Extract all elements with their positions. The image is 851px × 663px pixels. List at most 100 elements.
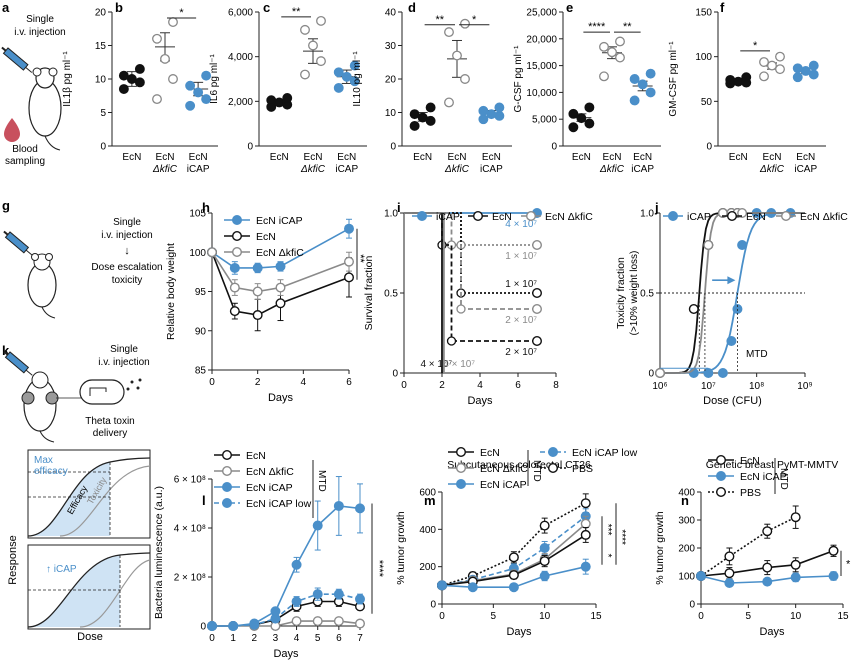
panel-label-l: l: [202, 493, 206, 508]
survival-curve: [404, 212, 537, 310]
y-tick-label: 105: [189, 209, 206, 220]
category-label: ΔkfiC: [152, 164, 178, 175]
end-marker: [532, 288, 543, 299]
y-axis-label: IL10 pg ml⁻¹: [352, 51, 363, 107]
response-schematic: Response Dose Max efficacy Efficacy Toxi…: [7, 449, 151, 643]
drop-marker: [446, 336, 457, 346]
data-point: [508, 552, 519, 563]
x-tick-label: 2: [439, 380, 445, 391]
data-point: [308, 40, 318, 51]
dose-annotation: 1 × 10⁷: [505, 279, 537, 290]
data-point: [300, 24, 310, 35]
data-point: [615, 36, 625, 47]
data-point: [762, 576, 773, 587]
y-tick-label: 15,000: [526, 61, 557, 72]
category-label: EcN: [337, 152, 356, 163]
data-point: [759, 71, 769, 82]
x-tick-label: 2: [252, 633, 258, 644]
data-point: [580, 518, 591, 529]
data-point: [417, 112, 428, 123]
y-tick-label: 150: [695, 8, 712, 19]
max-efficacy-label2: efficacy: [34, 466, 68, 477]
data-point: [800, 66, 811, 76]
y-tick-label: 0: [648, 369, 654, 380]
data-point: [792, 63, 803, 74]
data-point: [349, 60, 360, 71]
data-point: [717, 368, 728, 379]
x-tick-label: 5: [746, 611, 752, 622]
legend-marker: [221, 498, 232, 509]
data-point: [168, 17, 178, 28]
data-point: [808, 60, 819, 71]
schematic-k-text2: i.v. injection: [98, 357, 150, 368]
y-tick-label: 4 × 10⁸: [174, 524, 206, 535]
x-tick-label: 4: [301, 377, 307, 388]
data-point: [808, 69, 819, 80]
y-axis-label: IL1β pg ml⁻¹: [62, 51, 73, 107]
drop-marker: [456, 304, 466, 314]
dose-annotation: 4 × 10⁷: [505, 219, 537, 230]
syringe-icon: [1, 46, 33, 73]
data-point: [452, 50, 462, 61]
panel-label-d: d: [408, 0, 416, 15]
schematic-a: a Single i.v. injection Blood sampling: [1, 0, 66, 167]
category-label: iCAP: [631, 164, 654, 175]
data-point: [599, 71, 609, 82]
data-point: [312, 520, 323, 531]
y-tick-label: 6 × 10⁸: [174, 475, 206, 486]
y-tick-label: 0: [390, 142, 396, 153]
data-point: [539, 543, 550, 554]
schematic-a-text3: Blood: [12, 144, 38, 155]
mouse-icon: [28, 67, 62, 151]
data-point: [741, 72, 752, 83]
chart-panel-i: 0 0.5 1.0 i 0 2 4 6 8 Days Survival fraction 4 × 10…: [363, 200, 593, 407]
schematic-a-text2: i.v. injection: [14, 27, 66, 38]
data-point: [160, 53, 170, 64]
data-point: [333, 67, 344, 78]
data-point: [300, 69, 310, 80]
data-point: [409, 120, 420, 131]
mtd-label: MTD: [531, 460, 542, 482]
data-point: [508, 570, 519, 581]
data-point: [168, 74, 178, 84]
data-point: [355, 503, 366, 514]
category-label: EcN: [122, 152, 141, 163]
significance-label: **: [292, 6, 301, 18]
mtd-label: MTD: [778, 468, 789, 490]
x-tick-label: 7: [357, 633, 363, 644]
x-tick-label: 1: [230, 633, 236, 644]
y-tick-label: 10: [385, 108, 397, 119]
data-point: [118, 84, 129, 95]
y-axis-label: GM-CSF pg ml⁻¹: [668, 41, 679, 117]
data-point: [460, 74, 470, 84]
x-tick-label: 10⁹: [797, 381, 812, 392]
significance-label: *: [846, 558, 851, 570]
data-point: [724, 568, 735, 579]
legend-marker: [548, 463, 559, 474]
x-tick-label: 2: [255, 377, 261, 388]
data-point: [152, 94, 162, 105]
legend-marker: [456, 447, 467, 458]
x-tick-label: 0: [209, 633, 215, 644]
dose-annotation: 4 × 10⁷: [420, 359, 452, 370]
category-label: iCAP: [480, 164, 503, 175]
mouse-icon: [21, 371, 59, 443]
data-point: [629, 74, 640, 84]
y-tick-label: 4,000: [228, 52, 253, 63]
data-point: [703, 239, 714, 250]
category-label: EcN: [482, 152, 501, 163]
data-point: [291, 616, 302, 627]
data-point: [580, 498, 591, 509]
y-tick-label: 0.5: [384, 289, 398, 300]
y-tick-label: 0: [689, 600, 695, 611]
data-point: [185, 80, 196, 91]
x-tick-label: 15: [837, 611, 849, 622]
category-label: EcN: [603, 152, 622, 163]
y-tick-label: 2,000: [228, 97, 253, 108]
legend-marker: [221, 482, 232, 493]
y-tick-label: 50: [701, 97, 713, 108]
